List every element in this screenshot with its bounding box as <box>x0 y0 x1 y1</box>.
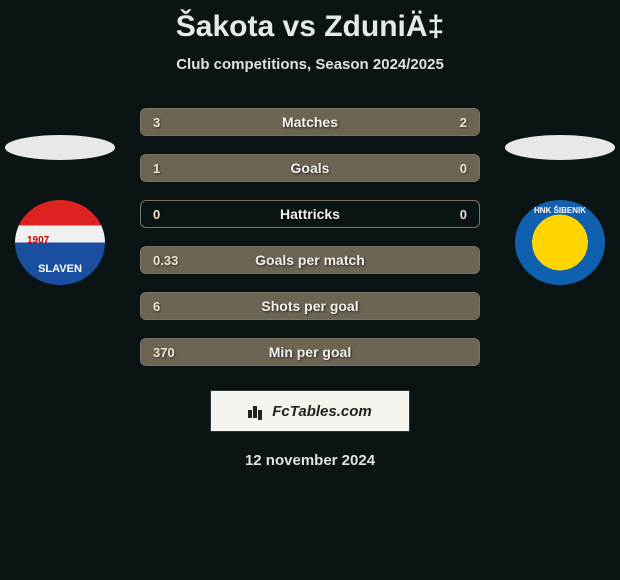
stat-label: Goals per match <box>141 252 479 268</box>
footer-date: 12 november 2024 <box>0 452 620 469</box>
stats-list: 3Matches2 1Goals0 0Hattricks0 0.33Goals per… <box>140 108 480 366</box>
stat-row: 1Goals0 <box>140 154 480 182</box>
bars-icon <box>248 404 266 418</box>
page-subtitle: Club competitions, Season 2024/2025 <box>0 56 620 73</box>
team-right-block <box>500 135 620 285</box>
ellipse-shadow-icon <box>505 135 615 160</box>
stat-label: Matches <box>141 114 479 130</box>
branding-text: FcTables.com <box>272 403 371 420</box>
team-left-logo <box>15 200 105 285</box>
stat-label: Min per goal <box>141 344 479 360</box>
team-left-block <box>0 135 120 285</box>
stat-row: 370Min per goal <box>140 338 480 366</box>
stat-label: Hattricks <box>141 206 479 222</box>
stat-row: 3Matches2 <box>140 108 480 136</box>
stat-row: 0Hattricks0 <box>140 200 480 228</box>
stat-row: 0.33Goals per match <box>140 246 480 274</box>
team-right-logo <box>515 200 605 285</box>
branding-badge: FcTables.com <box>210 390 410 432</box>
stat-row: 6Shots per goal <box>140 292 480 320</box>
stat-label: Goals <box>141 160 479 176</box>
ellipse-shadow-icon <box>5 135 115 160</box>
page-title: Šakota vs ZduniÄ‡ <box>0 10 620 44</box>
stat-label: Shots per goal <box>141 298 479 314</box>
comparison-infographic: Šakota vs ZduniÄ‡ Club competitions, Sea… <box>0 0 620 580</box>
